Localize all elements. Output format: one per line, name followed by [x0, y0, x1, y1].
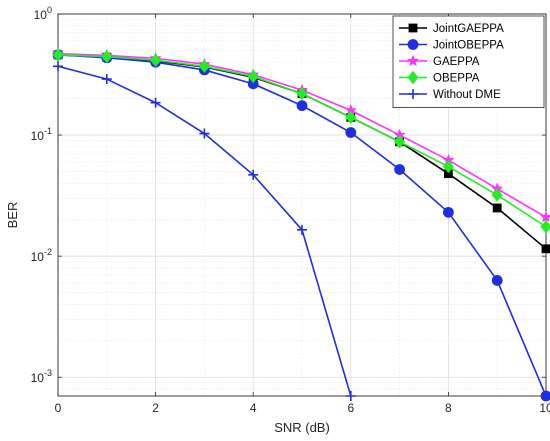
legend-label: JointGAEPPA	[433, 23, 504, 35]
y-tick-label: 10-2	[31, 247, 52, 264]
data-point	[345, 110, 357, 125]
series-obeppa	[52, 48, 550, 234]
y-axis-label: BER	[5, 202, 20, 229]
legend-marker	[408, 23, 418, 33]
x-tick-label: 4	[250, 401, 257, 415]
data-point	[52, 48, 64, 62]
data-point	[248, 169, 259, 180]
series-layer	[51, 47, 550, 402]
data-point	[442, 206, 454, 218]
plot-frame	[57, 13, 547, 397]
legend-marker	[407, 39, 419, 50]
x-tick-label: 2	[152, 401, 159, 415]
x-tick-label: 6	[347, 401, 354, 415]
legend-label: Without DME	[433, 89, 501, 101]
legend-entry: GAEPPA	[399, 54, 480, 68]
data-point	[394, 135, 406, 149]
y-tick-label: 10-1	[31, 126, 52, 143]
data-point	[540, 220, 550, 234]
x-tick-label: 0	[55, 401, 62, 415]
legend-entry: OBEPPA	[399, 70, 480, 85]
legend-marker	[407, 70, 419, 85]
legend: JointGAEPPA JointOBEPPA GAEPPA OBEPPA Withou…	[392, 15, 545, 108]
series-without-dme	[53, 61, 356, 401]
legend-marker	[408, 89, 418, 99]
data-point	[394, 164, 406, 175]
data-point	[540, 390, 550, 402]
data-point	[442, 159, 454, 174]
y-tick-label: 10-3	[31, 368, 52, 385]
data-point	[150, 97, 161, 108]
data-point	[199, 128, 210, 139]
data-point	[492, 203, 502, 213]
data-point	[345, 127, 357, 138]
data-point	[198, 59, 210, 73]
legend-entry: JointOBEPPA	[399, 39, 504, 52]
legend-label: JointOBEPPA	[433, 40, 504, 52]
data-point	[491, 275, 503, 286]
data-point	[101, 74, 112, 85]
data-point	[296, 86, 308, 101]
axes: 0 2 4 6 8 10 100 10-1 10-2 10-3	[31, 5, 550, 415]
legend-marker	[406, 54, 420, 67]
legend-entry: Without DME	[399, 89, 501, 101]
x-axis-label: SNR (dB)	[274, 420, 330, 435]
data-point	[491, 188, 503, 202]
data-point	[297, 224, 307, 235]
x-tick-label: 8	[445, 401, 452, 415]
data-point	[101, 49, 113, 64]
legend-label: OBEPPA	[433, 73, 480, 85]
data-point	[541, 244, 550, 254]
data-point	[247, 69, 259, 84]
legend-label: GAEPPA	[433, 56, 480, 68]
data-point	[150, 53, 162, 67]
x-tick-label: 10	[539, 401, 550, 415]
legend-entry: JointGAEPPA	[399, 23, 504, 35]
y-tick-label: 100	[34, 5, 52, 22]
data-point	[53, 61, 63, 72]
data-point	[296, 100, 308, 112]
data-point	[345, 391, 356, 401]
